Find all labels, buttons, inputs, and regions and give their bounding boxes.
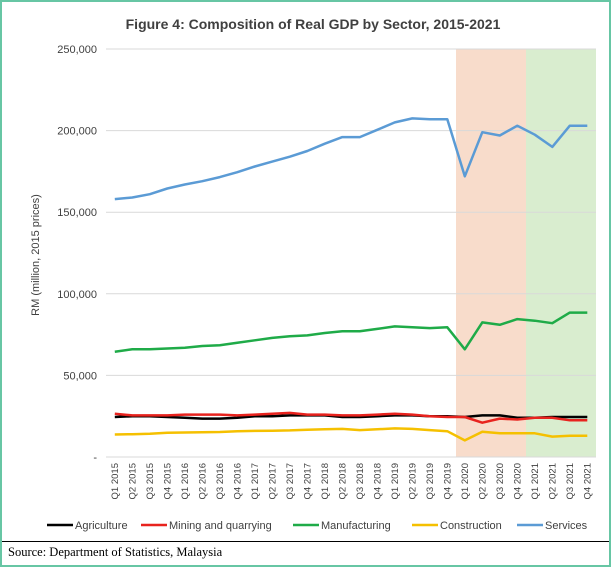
- series-line-construction: [114, 427, 588, 442]
- legend-label-mining-and-quarrying: Mining and quarrying: [169, 520, 272, 532]
- x-axis-ticks: Q1 2015 Q2 2015 Q3 2015 Q4 2015 Q1 2016 Q2 20…: [110, 463, 594, 499]
- y-tick-label: 50,000: [63, 370, 97, 382]
- x-tick-label: Q4 2016: [232, 463, 243, 499]
- x-tick-label: Q2 2017: [267, 463, 278, 499]
- legend-label-agriculture: Agriculture: [75, 520, 128, 532]
- x-tick-label: Q3 2020: [495, 463, 506, 499]
- x-tick-label: Q1 2019: [390, 463, 401, 499]
- x-tick-label: Q4 2018: [372, 463, 383, 499]
- series-line-agriculture: [114, 414, 588, 420]
- y-tick-label: 250,000: [57, 44, 97, 56]
- x-tick-label: Q4 2020: [512, 463, 523, 499]
- source-divider: [2, 541, 609, 542]
- legend-label-construction: Construction: [440, 520, 502, 532]
- chart-title: Figure 4: Composition of Real GDP by Sec…: [126, 16, 501, 32]
- x-tick-label: Q1 2017: [250, 463, 261, 499]
- x-tick-label: Q1 2016: [180, 463, 191, 499]
- x-tick-label: Q4 2017: [302, 463, 313, 499]
- legend: Agriculture Mining and quarrying Manufactu…: [47, 520, 588, 532]
- series-lines: [114, 117, 588, 442]
- x-tick-label: Q3 2017: [285, 463, 296, 499]
- legend-label-services: Services: [545, 520, 588, 532]
- highlight-band-2: [526, 49, 596, 457]
- x-tick-label: Q3 2016: [215, 463, 226, 499]
- source-note: Source: Department of Statistics, Malays…: [8, 545, 223, 559]
- x-tick-label: Q1 2015: [110, 463, 121, 499]
- x-tick-label: Q1 2021: [530, 463, 541, 499]
- legend-label-manufacturing: Manufacturing: [321, 520, 391, 532]
- x-tick-label: Q1 2020: [460, 463, 471, 499]
- x-tick-label: Q4 2021: [582, 463, 593, 499]
- y-tick-label: -: [93, 452, 97, 464]
- y-axis-ticks: - 50,000 100,000 150,000 200,000 250,000: [57, 44, 97, 464]
- series-line-mining-and-quarrying: [114, 411, 588, 424]
- y-tick-label: 100,000: [57, 289, 97, 301]
- x-tick-label: Q3 2019: [425, 463, 436, 499]
- y-tick-label: 200,000: [57, 126, 97, 138]
- x-tick-label: Q2 2016: [197, 463, 208, 499]
- series-line-manufacturing: [114, 311, 588, 353]
- gridlines: [106, 48, 596, 458]
- x-tick-label: Q4 2015: [162, 463, 173, 499]
- x-tick-label: Q3 2018: [355, 463, 366, 499]
- x-tick-label: Q4 2019: [442, 463, 453, 499]
- x-tick-label: Q3 2015: [145, 463, 156, 499]
- x-tick-label: Q2 2020: [477, 463, 488, 499]
- highlight-band-1: [456, 49, 526, 457]
- y-axis-title: RM (million, 2015 prices): [30, 194, 42, 316]
- highlight-bands: [456, 49, 596, 457]
- x-tick-label: Q2 2018: [337, 463, 348, 499]
- x-tick-label: Q2 2019: [407, 463, 418, 499]
- x-tick-label: Q1 2018: [320, 463, 331, 499]
- x-tick-label: Q3 2021: [565, 463, 576, 499]
- x-tick-label: Q2 2021: [547, 463, 558, 499]
- x-tick-label: Q2 2015: [127, 463, 138, 499]
- y-tick-label: 150,000: [57, 207, 97, 219]
- series-line-services: [114, 117, 588, 201]
